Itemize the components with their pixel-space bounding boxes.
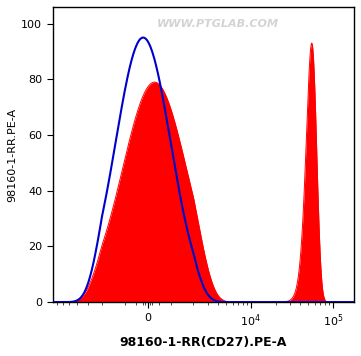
X-axis label: 98160-1-RR(CD27).PE-A: 98160-1-RR(CD27).PE-A bbox=[119, 336, 287, 349]
Y-axis label: 98160-1-RR.PE-A: 98160-1-RR.PE-A bbox=[7, 108, 17, 201]
Text: WWW.PTGLAB.COM: WWW.PTGLAB.COM bbox=[157, 19, 279, 29]
